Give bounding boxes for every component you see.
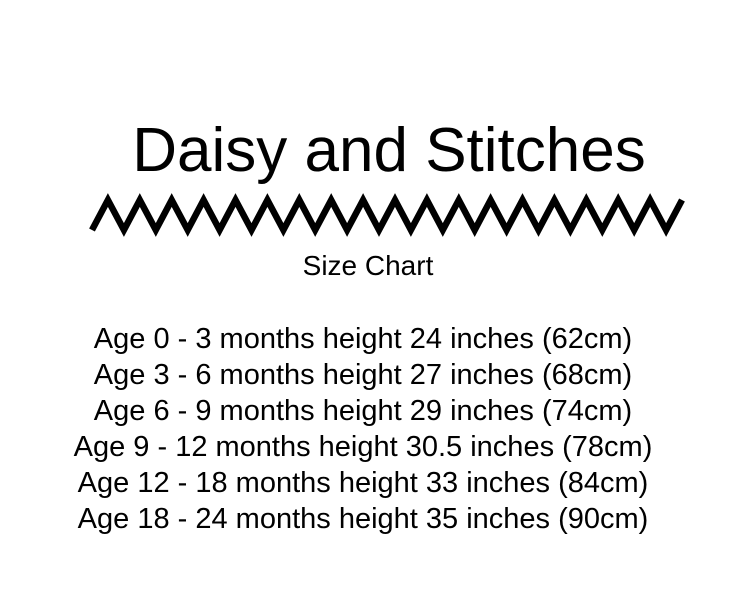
size-row: Age 6 - 9 months height 29 inches (74cm)	[93, 395, 633, 427]
zigzag-line	[89, 193, 685, 237]
zigzag-divider-icon	[89, 193, 685, 237]
size-row: Age 18 - 24 months height 35 inches (90c…	[77, 503, 649, 535]
size-row: Age 12 - 18 months height 33 inches (84c…	[77, 467, 649, 499]
size-table: Age 0 - 3 months height 24 inches (62cm)…	[0, 321, 733, 537]
brand-title: Daisy and Stitches	[132, 116, 646, 185]
size-row: Age 0 - 3 months height 24 inches (62cm)	[93, 323, 633, 355]
size-row: Age 3 - 6 months height 27 inches (68cm)	[93, 359, 633, 391]
size-row: Age 9 - 12 months height 30.5 inches (78…	[73, 431, 653, 463]
size-chart-subtitle: Size Chart	[302, 250, 434, 281]
